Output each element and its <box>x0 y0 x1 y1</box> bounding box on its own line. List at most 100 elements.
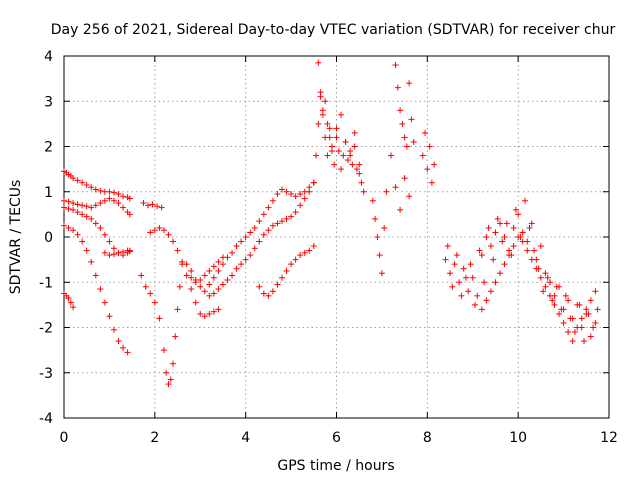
data-point <box>106 238 113 245</box>
data-point <box>388 152 394 159</box>
data-point <box>481 279 488 286</box>
data-point <box>351 143 358 150</box>
data-point <box>160 227 167 234</box>
data-point <box>399 120 406 127</box>
data-point <box>101 197 108 204</box>
data-point <box>106 252 113 259</box>
data-point <box>92 220 99 227</box>
data-point <box>65 295 72 302</box>
data-point <box>478 252 485 259</box>
data-point <box>201 313 208 320</box>
data-point <box>65 205 72 212</box>
data-point <box>269 197 276 204</box>
x-tick-labels: 0 2 4 6 8 10 12 <box>60 430 618 446</box>
data-point <box>197 310 204 317</box>
data-point <box>247 229 254 236</box>
data-point <box>528 220 535 227</box>
data-point <box>546 279 553 286</box>
data-point <box>279 218 285 225</box>
data-point <box>260 211 267 218</box>
data-point <box>110 197 117 204</box>
data-point <box>524 247 531 254</box>
data-point <box>292 209 299 216</box>
data-point <box>158 204 165 211</box>
data-point <box>349 161 356 168</box>
data-point <box>442 256 449 263</box>
data-point <box>306 247 313 254</box>
data-point <box>206 267 213 274</box>
data-point <box>233 265 240 272</box>
data-point <box>306 188 313 195</box>
data-point <box>283 188 290 195</box>
data-point <box>97 187 104 194</box>
data-point <box>172 333 179 340</box>
data-point <box>333 134 340 141</box>
data-point <box>265 204 272 211</box>
data-point <box>210 290 217 297</box>
data-point <box>472 301 479 308</box>
data-point <box>453 252 460 259</box>
data-point <box>165 381 172 388</box>
data-point <box>115 338 122 345</box>
data-point <box>478 306 485 313</box>
data-point <box>126 195 133 202</box>
data-point <box>501 261 508 268</box>
data-point <box>549 297 556 304</box>
data-point <box>340 152 347 159</box>
data-point <box>313 152 320 159</box>
data-point <box>142 283 149 290</box>
data-point <box>154 203 161 210</box>
data-point <box>372 215 379 222</box>
data-point <box>74 177 81 184</box>
data-point <box>322 98 329 105</box>
data-point <box>140 200 147 207</box>
data-point <box>546 292 553 299</box>
data-point <box>376 252 383 259</box>
data-point <box>219 261 226 268</box>
data-point <box>70 206 77 213</box>
data-point <box>229 249 236 256</box>
data-point <box>101 299 108 306</box>
data-point <box>565 297 572 304</box>
data-point <box>115 249 122 256</box>
data-point <box>92 186 99 193</box>
data-point <box>519 229 526 236</box>
data-point <box>176 283 183 290</box>
data-point <box>494 215 501 222</box>
data-point <box>106 313 113 320</box>
data-points <box>61 59 601 388</box>
data-point <box>324 120 331 127</box>
data-point <box>583 306 590 313</box>
data-point <box>490 256 497 263</box>
data-point <box>115 191 122 198</box>
data-point <box>317 89 324 96</box>
data-point <box>265 292 272 299</box>
data-point <box>565 329 572 336</box>
data-point <box>167 376 174 383</box>
data-point <box>210 308 217 315</box>
data-point <box>469 274 476 281</box>
data-point <box>335 148 342 155</box>
data-point <box>201 288 208 295</box>
data-point <box>83 181 90 188</box>
data-point <box>97 200 104 207</box>
data-point <box>92 272 99 279</box>
data-point <box>310 243 317 250</box>
data-point <box>120 193 127 200</box>
data-point <box>138 272 145 279</box>
data-point <box>333 125 340 132</box>
data-point <box>426 143 433 150</box>
data-point <box>356 161 363 168</box>
data-point <box>79 179 86 186</box>
data-point <box>145 202 152 209</box>
data-point <box>347 152 354 159</box>
data-point <box>288 191 295 198</box>
data-point <box>515 234 522 240</box>
data-point <box>188 267 195 274</box>
data-point <box>79 211 86 218</box>
data-point <box>328 148 335 155</box>
y-tick-label: 4 <box>44 49 53 65</box>
y-tick-labels: -4 -3 -2 -1 0 1 2 3 4 <box>39 49 53 427</box>
y-tick-label: 2 <box>44 140 53 156</box>
data-point <box>260 231 267 238</box>
